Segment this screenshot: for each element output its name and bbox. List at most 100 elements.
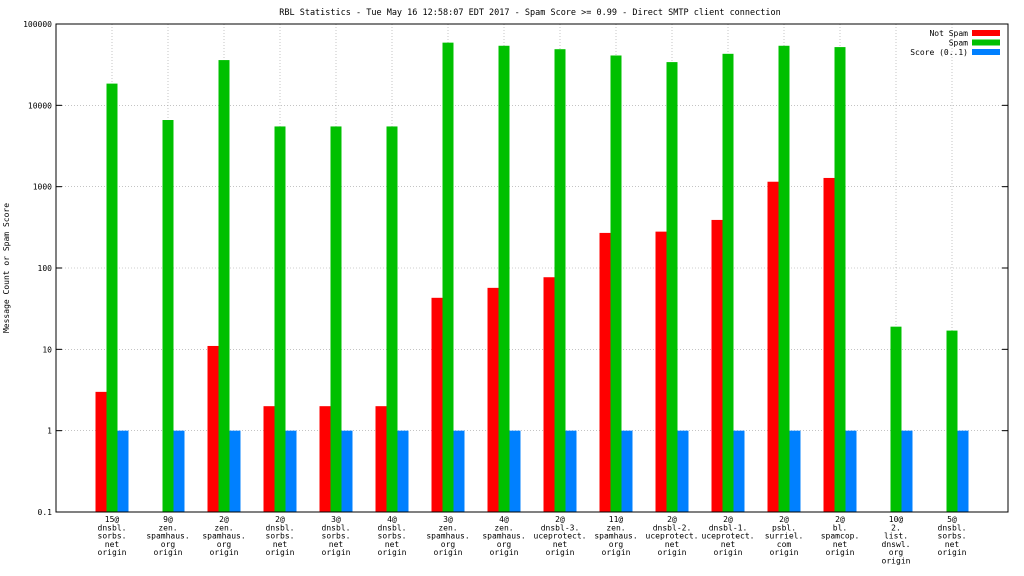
x-tick-label: net — [665, 540, 680, 549]
legend-swatch — [972, 49, 1000, 55]
x-tick-label: origin — [378, 548, 407, 557]
bar-spam — [162, 120, 174, 512]
x-tick-label: origin — [266, 548, 295, 557]
bar-score-0-1 — [229, 430, 241, 512]
x-tick-label: net — [329, 540, 344, 549]
bar-score-0-1 — [789, 430, 801, 512]
x-tick-label: origin — [770, 548, 799, 557]
x-tick-label: net — [721, 540, 736, 549]
x-tick-label: origin — [714, 548, 743, 557]
y-tick-label: 0.1 — [38, 508, 53, 517]
x-tick-label: origin — [210, 548, 239, 557]
x-tick-label: origin — [322, 548, 351, 557]
bar-spam — [218, 60, 230, 512]
x-tick-label: origin — [98, 548, 127, 557]
bar-score-0-1 — [733, 430, 745, 512]
x-tick-label: 9@ — [163, 515, 173, 524]
bar-score-0-1 — [901, 430, 913, 512]
x-tick-label: spamhaus. — [482, 532, 525, 541]
x-tick-label: sorbs. — [938, 532, 967, 541]
bar-not-spam — [319, 406, 331, 512]
x-tick-label: 2@ — [835, 515, 845, 524]
y-tick-label: 100000 — [23, 20, 52, 29]
bar-not-spam — [487, 287, 499, 512]
x-tick-label: 2@ — [779, 515, 789, 524]
x-tick-label: org — [609, 540, 624, 549]
x-tick-label: 2@ — [219, 515, 229, 524]
x-tick-label: dnsbl-2. — [653, 523, 692, 532]
legend-label: Not Spam — [929, 29, 968, 38]
x-tick-label: bl. — [833, 523, 847, 532]
y-tick-label: 100 — [38, 264, 53, 273]
x-tick-label: 3@ — [331, 515, 341, 524]
x-tick-label: 2. — [891, 523, 901, 532]
x-tick-label: zen. — [214, 523, 233, 532]
bar-spam — [722, 53, 734, 513]
x-tick-label: spamhaus. — [426, 532, 469, 541]
bar-spam — [330, 126, 342, 512]
bar-not-spam — [543, 277, 555, 512]
x-tick-label: zen. — [494, 523, 513, 532]
plot-frame — [55, 23, 1009, 513]
grid-lines — [56, 23, 1008, 513]
x-tick-label: net — [385, 540, 400, 549]
x-tick-label: list. — [884, 532, 908, 541]
bar-spam — [106, 83, 118, 512]
x-tick-label: 2@ — [555, 515, 565, 524]
x-tick-label: spamhaus. — [594, 532, 637, 541]
bars — [95, 42, 969, 513]
bar-score-0-1 — [957, 430, 969, 512]
chart-title: RBL Statistics - Tue May 16 12:58:07 EDT… — [279, 8, 781, 18]
bar-not-spam — [95, 391, 107, 512]
legend-swatch — [972, 39, 1000, 46]
x-tick-label: dnsbl. — [266, 523, 295, 532]
x-tick-label: dnsbl. — [322, 523, 351, 532]
x-tick-label: org — [497, 540, 512, 549]
bar-spam — [610, 55, 622, 512]
x-tick-label: zen. — [158, 523, 177, 532]
x-tick-label: dnsbl. — [938, 523, 967, 532]
x-tick-label: 2@ — [667, 515, 677, 524]
bar-not-spam — [375, 406, 387, 512]
bar-score-0-1 — [117, 430, 129, 512]
x-tick-label: origin — [434, 548, 463, 557]
bar-not-spam — [263, 406, 275, 512]
x-tick-label: org — [217, 540, 232, 549]
x-tick-label: origin — [826, 548, 855, 557]
x-tick-label: dnsbl. — [378, 523, 407, 532]
x-tick-label: zen. — [606, 523, 625, 532]
x-tick-label: origin — [154, 548, 183, 557]
bar-spam — [890, 326, 902, 512]
bar-score-0-1 — [845, 430, 857, 512]
x-tick-label: 2@ — [723, 515, 733, 524]
x-tick-label: psbl. — [772, 523, 796, 532]
x-tick-label: origin — [938, 548, 967, 557]
bar-spam — [498, 45, 510, 512]
x-tick-label: 4@ — [499, 515, 509, 524]
x-tick-label: net — [105, 540, 120, 549]
x-tick-label: origin — [658, 548, 687, 557]
x-tick-label: spamhaus. — [202, 532, 245, 541]
x-tick-label: zen. — [438, 523, 457, 532]
x-tick-label: uceprotect. — [534, 532, 587, 541]
x-tick-label: 11@ — [609, 515, 624, 524]
bar-not-spam — [207, 345, 219, 512]
x-tick-label: 15@ — [105, 515, 120, 524]
bar-not-spam — [431, 297, 443, 512]
bar-score-0-1 — [173, 430, 185, 512]
x-tick-label: origin — [490, 548, 519, 557]
x-tick-label: dnswl. — [882, 540, 911, 549]
x-tick-label: spamhaus. — [146, 532, 189, 541]
x-tick-label: sorbs. — [378, 532, 407, 541]
bar-score-0-1 — [453, 430, 465, 512]
x-tick-label: surriel. — [765, 532, 804, 541]
bar-not-spam — [823, 177, 835, 512]
y-tick-label: 10 — [42, 345, 52, 354]
x-tick-label: spamcop. — [821, 532, 860, 541]
x-tick-label: net — [273, 540, 288, 549]
x-tick-label: net — [945, 540, 960, 549]
x-tick-label: 4@ — [387, 515, 397, 524]
x-tick-label: org — [889, 548, 904, 557]
x-tick-label: origin — [882, 557, 911, 566]
